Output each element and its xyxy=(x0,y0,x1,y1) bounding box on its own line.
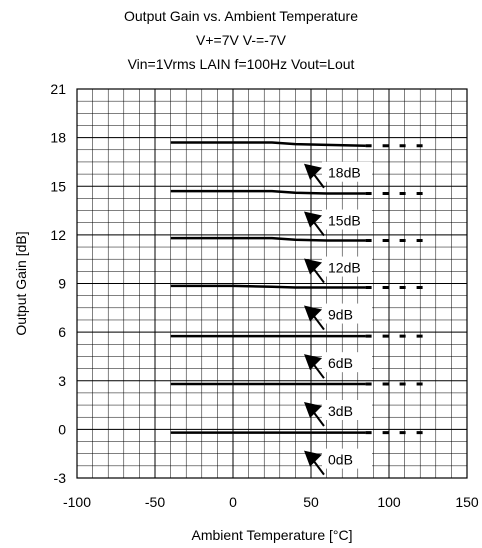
series-label: 0dB xyxy=(328,452,353,468)
series-label: 6dB xyxy=(328,355,353,371)
y-tick-label: 21 xyxy=(50,81,66,97)
series-label: 3dB xyxy=(328,403,353,419)
y-tick-label: 3 xyxy=(58,373,66,389)
x-tick-label: -100 xyxy=(63,494,91,510)
annotation-arrow-shaft xyxy=(311,171,325,189)
y-tick-label: 6 xyxy=(58,324,66,340)
annotation-box xyxy=(322,161,372,182)
annotation-box xyxy=(322,399,372,420)
x-tick-label: -50 xyxy=(145,494,165,510)
y-tick-label: -3 xyxy=(54,470,67,486)
y-tick-label: 9 xyxy=(58,276,66,292)
y-tick-label: 0 xyxy=(58,421,66,437)
series-label: 15dB xyxy=(328,213,361,229)
annotation-box xyxy=(322,303,372,324)
y-tick-label: 12 xyxy=(50,227,66,243)
annotation-arrow-shaft xyxy=(311,312,325,331)
y-tick-label: 15 xyxy=(50,178,66,194)
y-tick-label: 18 xyxy=(50,130,66,146)
annotation-box xyxy=(322,256,372,277)
x-tick-label: 50 xyxy=(303,494,319,510)
plot-frame xyxy=(76,88,468,479)
series-label: 9dB xyxy=(328,307,353,323)
series-line xyxy=(170,141,366,147)
annotation-arrow-shaft xyxy=(311,409,325,427)
annotation-arrow-shaft xyxy=(311,218,325,237)
annotation-box xyxy=(322,352,372,373)
y-axis-label: Output Gain [dB] xyxy=(13,231,29,335)
chart-title-line-1: Output Gain vs. Ambient Temperature xyxy=(124,8,358,24)
x-tick-label: 100 xyxy=(377,494,401,510)
x-axis-label: Ambient Temperature [°C] xyxy=(192,527,353,543)
annotation-arrow-shaft xyxy=(311,361,325,379)
series-line xyxy=(170,189,366,195)
chart-title-line-2: V+=7V V-=-7V xyxy=(196,32,286,48)
x-tick-label: 150 xyxy=(455,494,479,510)
series-label: 18dB xyxy=(328,165,361,181)
series-line xyxy=(170,284,366,289)
x-tick-label: 0 xyxy=(229,494,237,510)
series-label: 12dB xyxy=(328,260,361,276)
chart-title-line-3: Vin=1Vrms LAIN f=100Hz Vout=Lout xyxy=(127,56,355,72)
annotation-box xyxy=(322,209,372,230)
annotation-box xyxy=(322,448,372,469)
series-line xyxy=(170,236,366,242)
annotation-arrow-shaft xyxy=(311,265,325,284)
annotation-arrow-shaft xyxy=(311,458,325,476)
